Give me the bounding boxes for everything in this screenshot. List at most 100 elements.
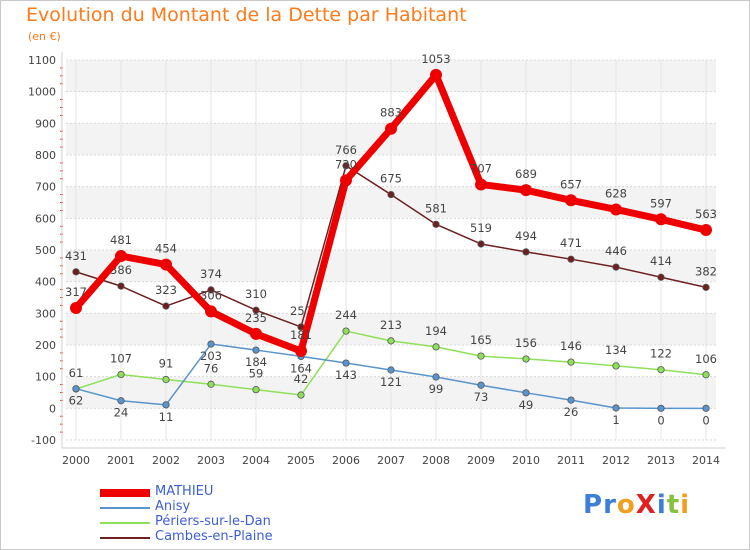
data-label: 657 [560,177,582,191]
data-point [207,340,215,348]
y-tick-label: 500 [35,244,56,257]
data-label: 194 [425,324,447,338]
data-label: 519 [470,221,492,235]
data-label: 122 [650,347,672,361]
x-tick-label: 2010 [512,454,540,467]
x-tick-label: 2004 [242,454,270,467]
data-point [387,190,395,199]
legend-label: Périers-sur-le-Dan [155,514,271,529]
data-point [250,327,262,340]
data-label: 26 [564,405,579,419]
legend-label: Anisy [155,499,191,514]
data-point [567,358,575,366]
data-point [702,371,710,379]
data-label: 61 [69,366,84,380]
data-point [342,162,350,170]
data-point [252,306,260,314]
data-point [385,122,397,135]
data-label: 62 [69,394,84,408]
y-tick-label: 1100 [28,54,56,67]
data-point [207,380,215,388]
data-point [162,375,170,384]
x-tick-label: 2003 [197,454,225,467]
data-point [567,255,575,263]
legend-label: MATHIEU [155,484,214,499]
data-label: 99 [429,382,444,396]
data-point [522,248,530,256]
x-tick-label: 2006 [332,454,360,467]
x-tick-label: 2000 [62,454,90,467]
x-tick-label: 2005 [287,454,315,467]
data-label: 0 [702,413,709,427]
data-label: 121 [380,375,402,389]
data-point [567,396,575,404]
data-label: 454 [155,242,177,256]
data-label: 76 [204,361,219,375]
data-label: 481 [110,233,132,247]
chart-subtitle: (en €) [28,30,61,43]
data-point [117,370,125,379]
y-tick-label: 900 [35,117,56,130]
logo-letter: t [666,490,681,520]
logo-letter: o [616,490,636,520]
data-point [477,352,485,360]
x-tick-label: 2009 [467,454,495,467]
data-point [117,282,125,290]
data-label: 244 [335,308,357,322]
y-tick-label: -100 [31,434,56,447]
data-label: 59 [249,367,264,381]
data-label: 306 [200,288,222,302]
data-label: 164 [290,361,312,375]
data-label: 431 [65,249,87,263]
data-point [610,203,622,216]
data-point [340,174,352,187]
data-point [612,404,620,412]
data-label: 165 [470,333,492,347]
data-point [520,184,532,197]
data-point [612,362,620,370]
data-point [657,273,665,281]
data-point [612,263,620,271]
data-label: 323 [155,283,177,297]
data-point [387,366,395,374]
logo-letter: i [656,490,667,520]
x-tick-label: 2008 [422,454,450,467]
data-point [702,283,710,291]
data-label: 42 [294,372,309,386]
y-tick-label: 400 [35,276,56,289]
data-point [162,401,170,409]
x-tick-label: 2001 [107,454,135,467]
data-label: 156 [515,336,537,350]
data-point [477,240,485,248]
data-point [432,220,440,228]
legend-swatch [100,489,150,497]
data-point [475,178,487,191]
data-point [477,381,485,389]
data-label: 11 [159,410,174,424]
chart-title: Evolution du Montant de la Dette par Hab… [26,4,467,26]
x-tick-label: 2012 [602,454,630,467]
logo-letter: i [680,490,691,520]
data-label: 597 [650,196,672,210]
data-point [297,391,305,399]
data-label: 581 [425,201,447,215]
data-point [295,345,307,358]
y-tick-label: 600 [35,212,56,225]
data-point [252,386,260,394]
data-label: 310 [245,287,267,301]
data-label: 766 [335,143,357,157]
data-label: 107 [110,351,132,365]
logo-letter: P [583,490,604,520]
data-label: 494 [515,229,537,243]
legend-swatch [100,522,150,524]
data-label: 134 [605,343,627,357]
x-tick-label: 2007 [377,454,405,467]
x-tick-label: 2011 [557,454,585,467]
y-tick-label: 100 [35,371,56,384]
data-label: 317 [65,285,87,299]
data-label: 675 [380,172,402,186]
legend-swatch [100,507,150,509]
data-label: 213 [380,318,402,332]
data-label: 181 [290,328,312,342]
y-tick-label: 800 [35,149,56,162]
